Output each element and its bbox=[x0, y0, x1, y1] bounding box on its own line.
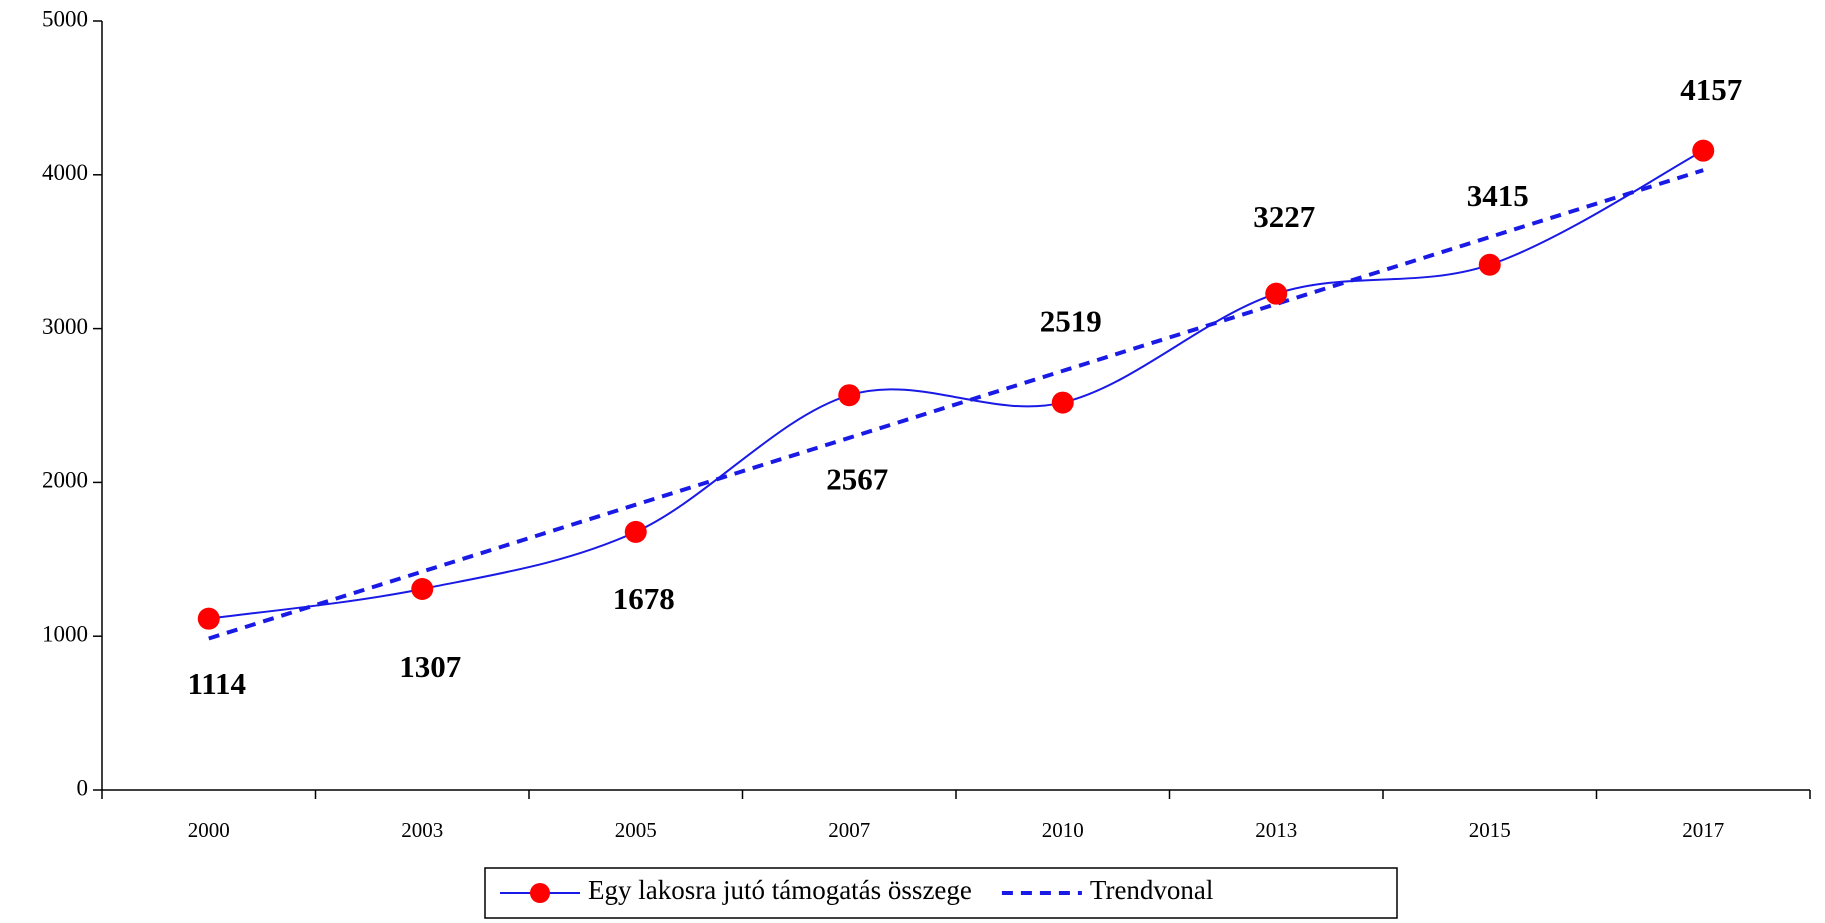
x-tick-label: 2017 bbox=[1682, 818, 1724, 842]
data-line bbox=[208, 149, 1704, 620]
x-tick-label: 2010 bbox=[1042, 818, 1084, 842]
legend-box bbox=[484, 867, 1398, 919]
x-tick-label: 2013 bbox=[1255, 818, 1297, 842]
data-label: 3415 bbox=[1467, 178, 1529, 213]
y-tick-label: 2000 bbox=[42, 468, 88, 493]
data-label: 3227 bbox=[1253, 199, 1315, 234]
data-point bbox=[1692, 139, 1715, 162]
data-point bbox=[1051, 391, 1074, 414]
legend-label: Trendvonal bbox=[1090, 875, 1214, 905]
data-point bbox=[411, 577, 434, 600]
data-point bbox=[1265, 282, 1288, 305]
x-tick-label: 2000 bbox=[188, 818, 230, 842]
data-label: 2567 bbox=[826, 461, 888, 496]
legend-label: Egy lakosra jutó támogatás összege bbox=[588, 875, 972, 905]
data-point bbox=[838, 384, 861, 407]
data-label: 1114 bbox=[187, 666, 246, 701]
x-tick-label: 2005 bbox=[615, 818, 657, 842]
y-tick-label: 1000 bbox=[42, 621, 88, 646]
legend: Egy lakosra jutó támogatás összege Trendv… bbox=[484, 867, 1398, 919]
data-label: 1307 bbox=[399, 649, 461, 684]
data-label: 4157 bbox=[1680, 72, 1742, 107]
y-tick-label: 5000 bbox=[42, 6, 88, 31]
y-tick-label: 4000 bbox=[42, 160, 88, 185]
x-tick-label: 2003 bbox=[401, 818, 443, 842]
y-tick-label: 0 bbox=[77, 775, 89, 800]
data-point bbox=[197, 607, 220, 630]
y-tick-label: 3000 bbox=[42, 314, 88, 339]
data-point bbox=[624, 520, 647, 543]
x-tick-label: 2015 bbox=[1469, 818, 1511, 842]
data-label: 2519 bbox=[1040, 304, 1102, 339]
data-point bbox=[1478, 253, 1501, 276]
data-label: 1678 bbox=[613, 581, 675, 616]
trend-line bbox=[208, 168, 1704, 641]
legend-marker bbox=[530, 883, 550, 903]
x-tick-label: 2007 bbox=[828, 818, 870, 842]
